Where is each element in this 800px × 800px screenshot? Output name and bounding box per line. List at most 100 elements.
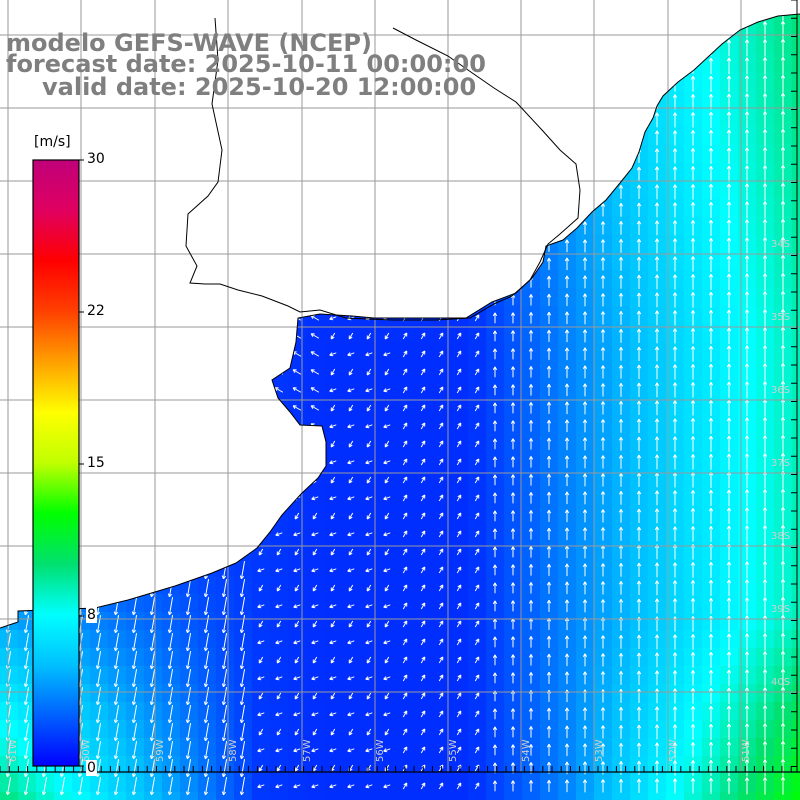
- wind-arrow: [77, 777, 84, 796]
- inland-border: [185, 17, 581, 321]
- wind-arrow: [564, 527, 570, 541]
- wind-arrow: [762, 615, 768, 633]
- wind-arrow: [238, 153, 248, 159]
- wind-arrow: [402, 134, 408, 142]
- wind-arrow: [24, 476, 30, 484]
- wind-arrow: [582, 635, 588, 649]
- wind-arrow: [456, 638, 462, 646]
- wind-arrow: [600, 527, 606, 541]
- wind-arrow: [112, 261, 122, 267]
- wind-arrow: [654, 706, 660, 722]
- wind-arrow: [600, 59, 606, 73]
- wind-arrow: [456, 368, 462, 376]
- wind-arrow: [420, 422, 426, 430]
- wind-arrow: [184, 261, 194, 267]
- wind-arrow: [202, 315, 212, 321]
- wind-arrow: [94, 135, 104, 141]
- wind-arrow: [726, 777, 732, 795]
- wind-arrow: [690, 688, 696, 704]
- wind-arrow: [95, 579, 102, 598]
- wind-arrow: [672, 202, 678, 218]
- wind-arrow: [510, 240, 516, 252]
- wind-arrow: [366, 476, 372, 484]
- wind-arrow: [564, 401, 570, 415]
- wind-arrow: [239, 579, 246, 598]
- wind-arrow: [149, 561, 156, 580]
- wind-arrow: [654, 76, 660, 92]
- wind-arrow: [456, 188, 462, 196]
- wind-arrow: [636, 490, 642, 505]
- wind-arrow: [636, 166, 642, 181]
- wind-arrow: [384, 14, 390, 16]
- wind-arrow: [690, 418, 696, 434]
- wind-arrow: [780, 776, 786, 795]
- wind-arrow: [149, 759, 156, 778]
- wind-arrow: [166, 315, 176, 321]
- wind-arrow: [221, 723, 228, 742]
- wind-arrow: [330, 548, 336, 556]
- wind-arrow: [383, 388, 391, 393]
- wind-arrow: [310, 261, 320, 267]
- wind-arrow: [456, 14, 462, 16]
- wind-arrow: [166, 14, 176, 15]
- wind-arrow: [744, 687, 750, 705]
- wind-arrow: [330, 152, 336, 160]
- wind-arrow: [438, 26, 444, 34]
- wind-arrow: [420, 440, 426, 448]
- wind-arrow: [348, 116, 354, 124]
- colorbar-tick-0: 0: [86, 760, 97, 776]
- wind-arrow: [202, 333, 212, 339]
- wind-arrow: [762, 129, 768, 147]
- wind-arrow: [528, 492, 534, 504]
- wind-arrow: [22, 315, 32, 321]
- wind-arrow: [780, 344, 786, 363]
- wind-arrow: [564, 293, 570, 307]
- wind-arrow: [383, 568, 391, 573]
- wind-arrow: [708, 219, 714, 236]
- wind-arrow: [94, 225, 104, 231]
- wind-arrow: [636, 724, 642, 739]
- wind-arrow: [708, 687, 714, 704]
- wind-arrow: [4, 423, 14, 429]
- wind-arrow: [528, 510, 534, 522]
- wind-arrow: [239, 633, 246, 652]
- wind-arrow: [780, 110, 786, 129]
- wind-arrow: [546, 41, 552, 54]
- wind-arrow: [383, 604, 391, 609]
- wind-arrow: [510, 168, 516, 180]
- wind-arrow: [402, 620, 408, 628]
- wind-arrow: [239, 759, 246, 778]
- wind-arrow: [420, 332, 426, 340]
- wind-arrow: [672, 580, 678, 596]
- wind-arrow: [492, 222, 498, 234]
- wind-arrow: [546, 599, 552, 612]
- wind-arrow: [202, 171, 212, 177]
- wind-arrow: [274, 441, 284, 447]
- wind-arrow: [402, 368, 408, 376]
- wind-arrow: [672, 382, 678, 398]
- wind-arrow: [546, 653, 552, 666]
- wind-arrow: [294, 656, 300, 664]
- wind-arrow: [149, 615, 156, 634]
- wind-arrow: [438, 674, 444, 682]
- wind-arrow: [654, 742, 660, 758]
- wind-arrow: [148, 189, 158, 195]
- wind-arrow: [276, 764, 282, 772]
- wind-arrow: [456, 332, 462, 340]
- wind-arrow: [22, 459, 32, 465]
- wind-arrow: [238, 135, 248, 141]
- wind-arrow: [492, 780, 498, 792]
- wind-arrow: [130, 14, 140, 15]
- wind-arrow: [564, 275, 570, 289]
- wind-arrow: [384, 404, 390, 412]
- wind-arrow: [546, 293, 552, 306]
- wind-arrow: [203, 669, 210, 688]
- wind-arrow: [438, 224, 444, 232]
- wind-arrow: [438, 278, 444, 286]
- wind-arrow: [780, 560, 786, 579]
- wind-arrow: [22, 441, 32, 447]
- wind-arrow: [366, 512, 372, 520]
- colorbar: [32, 159, 80, 767]
- wind-arrow: [130, 153, 140, 159]
- wind-arrow: [184, 315, 194, 321]
